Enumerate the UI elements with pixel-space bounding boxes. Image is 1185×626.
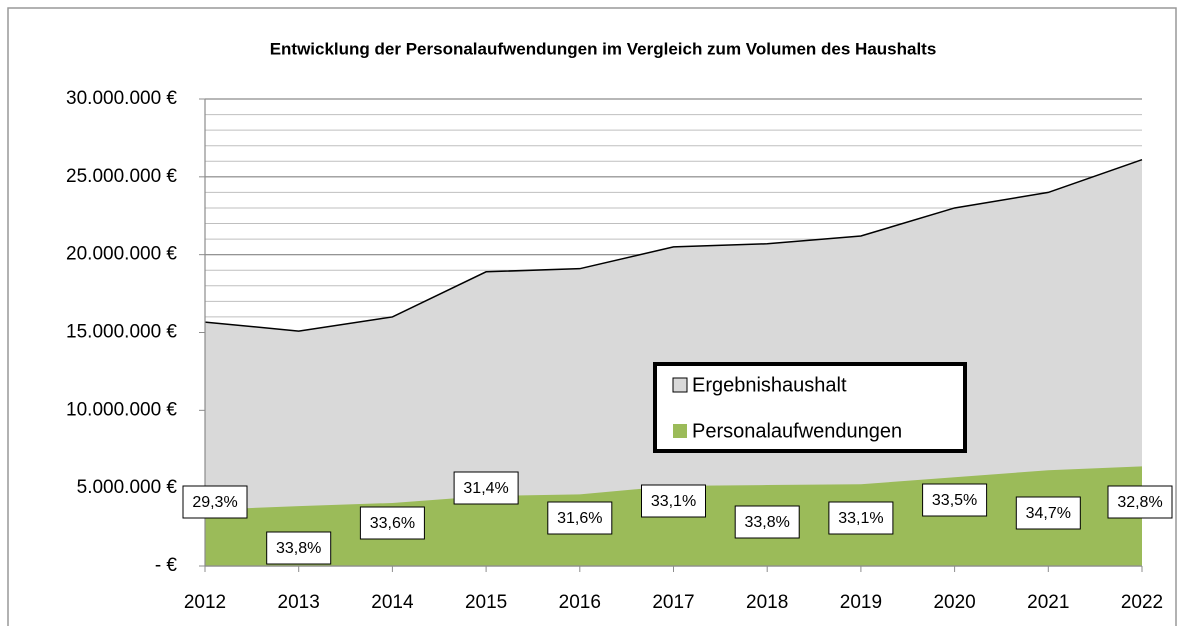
legend-box [653,362,967,453]
annotation-box [547,501,613,535]
legend-label: Ergebnishaushalt [692,374,847,396]
area-line [204,159,1143,332]
y-tick-label: - € [155,555,178,576]
annotation: 34,7% [1026,505,1071,522]
annotation-box [922,483,988,517]
annotation-box [1015,496,1081,530]
legend-label: Personalaufwendungen [692,420,902,442]
x-tick-label: 2013 [278,592,320,613]
annotation-box [453,471,519,505]
annotation: 31,6% [557,510,602,527]
x-tick-label: 2020 [933,592,975,613]
x-tick-label: 2019 [840,592,882,613]
y-tick-label: 20.000.000 € [66,244,177,265]
annotation: 32,8% [1117,494,1162,511]
chart-title: Entwicklung der Personalaufwendungen im … [270,39,937,58]
y-tick-label: 15.000.000 € [66,322,177,343]
annotation: 33,6% [370,515,415,532]
annotation: 33,5% [932,492,977,509]
annotation-box [359,506,425,540]
legend-swatch [672,377,688,393]
x-tick-label: 2018 [746,592,788,613]
y-tick-label: 30.000.000 € [66,88,177,109]
annotation-box [734,505,800,539]
annotation-box [828,501,894,535]
x-tick-label: 2014 [371,592,414,613]
annotation: 33,1% [651,493,696,510]
annotation-box [182,485,248,519]
x-tick-label: 2016 [559,592,601,613]
x-tick-label: 2017 [652,592,694,613]
x-tick-label: 2015 [465,592,507,613]
annotation-box [266,531,332,565]
y-tick-label: 25.000.000 € [66,166,177,187]
x-tick-label: 2022 [1121,592,1163,613]
x-tick-label: 2021 [1027,592,1069,613]
annotation: 31,4% [463,480,508,497]
annotation: 29,3% [192,494,237,511]
annotation-box [1107,485,1173,519]
legend-swatch [673,424,687,438]
y-tick-label: 5.000.000 € [77,477,178,498]
annotation: 33,1% [838,510,883,527]
x-tick-label: 2012 [184,592,226,613]
y-tick-label: 10.000.000 € [66,399,177,420]
annotation: 33,8% [745,514,790,531]
annotation-box [641,484,706,518]
annotation: 33,8% [276,540,321,557]
